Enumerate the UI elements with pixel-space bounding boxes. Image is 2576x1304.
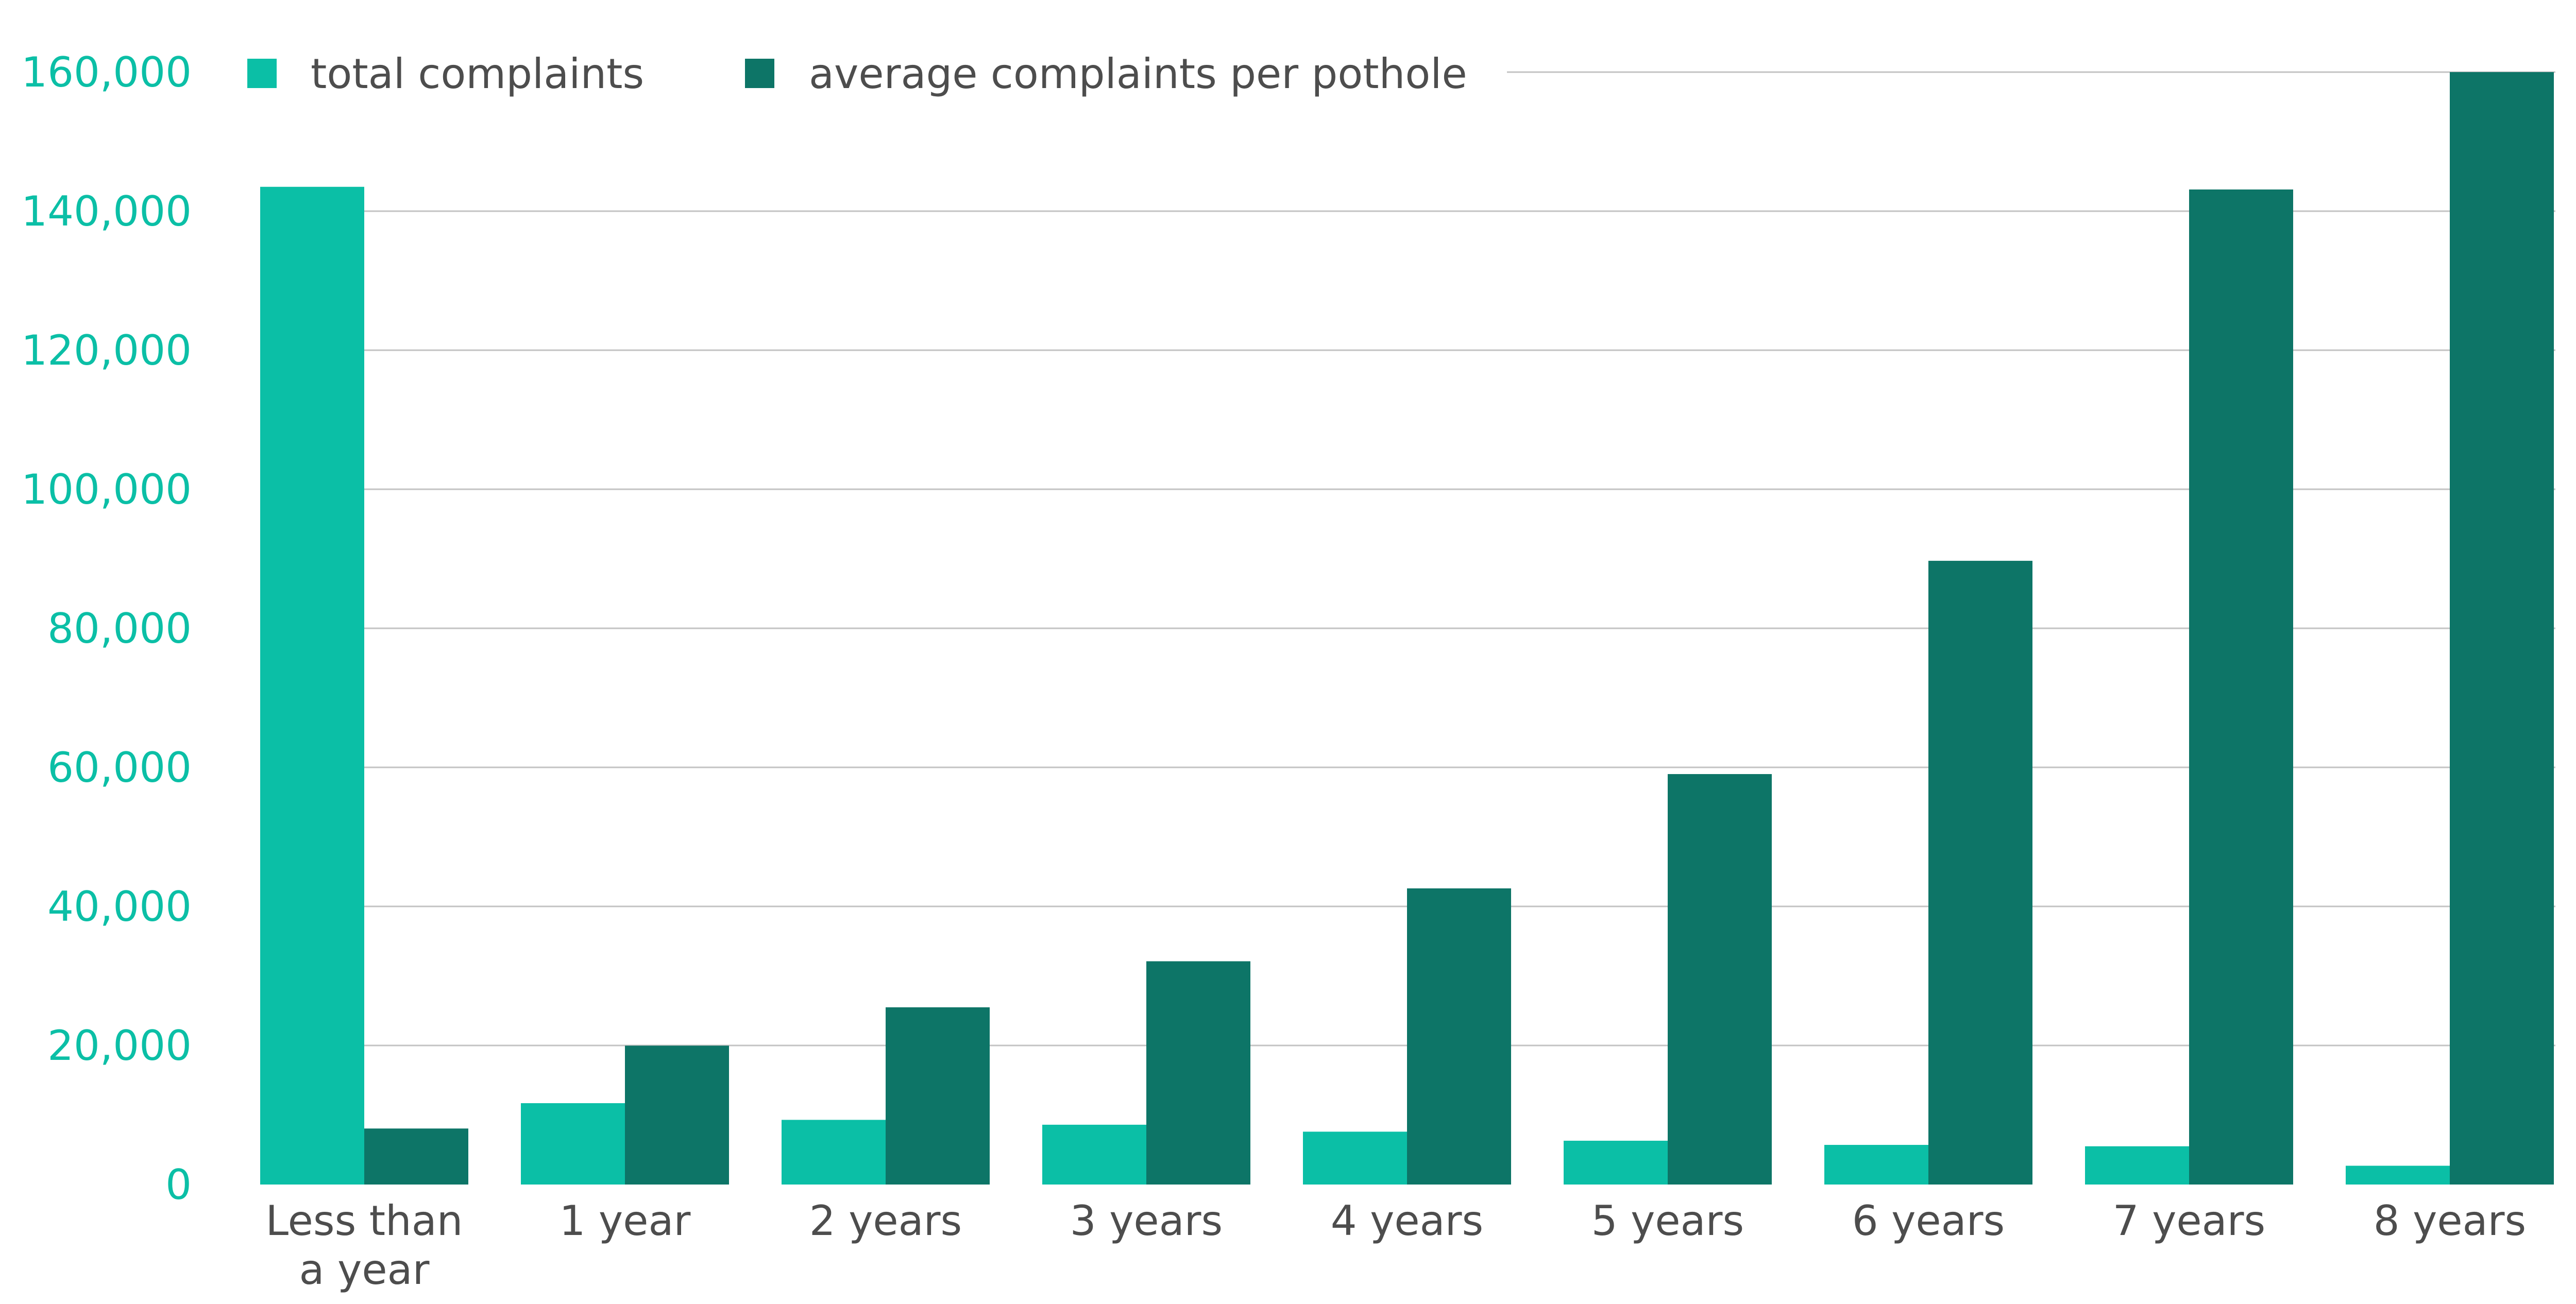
bar-average-complaints-3: [1146, 961, 1250, 1185]
left-tick-label: 40,000: [47, 883, 192, 931]
category-label: 2 years: [809, 1197, 962, 1245]
category-label: 1 year: [560, 1197, 691, 1245]
bar-total-complaints-0: [260, 186, 364, 1185]
left-tick-label: 60,000: [47, 744, 192, 792]
bar-total-complaints-5: [1564, 1140, 1668, 1185]
bar-average-complaints-4: [1407, 888, 1511, 1185]
left-tick-label: 20,000: [47, 1022, 192, 1070]
left-tick-label: 100,000: [21, 466, 192, 513]
bar-total-complaints-8: [2346, 1165, 2450, 1185]
bar-total-complaints-1: [521, 1103, 625, 1185]
category-label: 8 years: [2374, 1197, 2526, 1245]
category-label: Less than: [266, 1197, 463, 1245]
bar-average-complaints-8: [2450, 72, 2554, 1185]
bar-average-complaints-5: [1668, 774, 1772, 1185]
bar-total-complaints-7: [2085, 1146, 2189, 1185]
bar-total-complaints-2: [782, 1120, 886, 1185]
legend-label-average-complaints: average complaints per pothole: [809, 50, 1467, 98]
left-tick-label: 160,000: [21, 48, 192, 96]
category-label: 5 years: [1591, 1197, 1744, 1245]
bar-average-complaints-0: [364, 1128, 468, 1185]
bar-average-complaints-1: [625, 1045, 729, 1185]
bar-average-complaints-2: [886, 1007, 990, 1185]
legend-label-total-complaints: total complaints: [311, 50, 644, 98]
bar-total-complaints-4: [1303, 1131, 1407, 1185]
grid-lines: [350, 71, 2555, 1046]
bar-total-complaints-3: [1042, 1124, 1146, 1185]
legend-background: [234, 46, 1507, 103]
legend-swatch-total-complaints: [247, 59, 277, 88]
category-label: a year: [299, 1246, 430, 1294]
left-tick-label: 120,000: [21, 327, 192, 374]
left-tick-label: 0: [165, 1161, 192, 1209]
left-axis-ticks: 0 20,000 40,000 60,000 80,000 100,000 120,000 1…: [21, 48, 192, 1209]
legend-swatch-average-complaints: [745, 59, 774, 88]
bars: [260, 72, 2554, 1185]
category-label: 3 years: [1070, 1197, 1223, 1245]
category-label: 4 years: [1331, 1197, 1483, 1245]
left-tick-label: 140,000: [21, 187, 192, 235]
bar-average-complaints-6: [1928, 560, 2032, 1185]
legend: total complaints average complaints per …: [234, 46, 1507, 103]
bar-average-complaints-7: [2189, 189, 2293, 1185]
category-label: 7 years: [2113, 1197, 2265, 1245]
bar-total-complaints-6: [1824, 1145, 1928, 1185]
left-tick-label: 80,000: [47, 605, 192, 653]
category-label: 6 years: [1852, 1197, 2005, 1245]
